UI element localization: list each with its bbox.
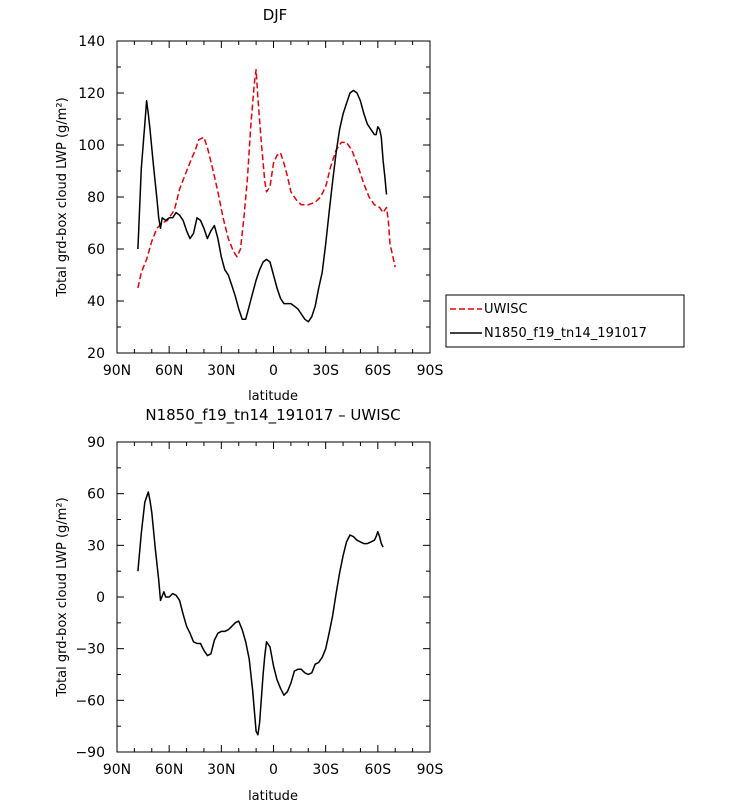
- x-tick-label: 60S: [364, 363, 391, 379]
- bottom-y-axis-title: Total grd-box cloud LWP (g/m²): [55, 497, 70, 697]
- y-tick-label: 30: [87, 538, 105, 554]
- bottom-chart-title: N1850_f19_tn14_191017 – UWISC: [145, 406, 400, 425]
- legend: UWISC N1850_f19_tn14_191017: [445, 294, 685, 348]
- y-tick-label: 120: [78, 86, 105, 102]
- y-tick-label: 20: [87, 346, 105, 362]
- x-tick-label: 60N: [155, 363, 183, 379]
- y-tick-label: 90: [87, 435, 105, 451]
- legend-box: [445, 294, 685, 348]
- x-tick-label: 90S: [417, 363, 444, 379]
- y-tick-label: −60: [75, 693, 105, 709]
- top-x-axis-title: latitude: [248, 389, 298, 404]
- top-panel-dJF: DJF 90N 60N 30N 0 30S 60S 90S 20 40 60 80 100 120 140…: [55, 6, 685, 404]
- x-tick-label: 0: [269, 363, 278, 379]
- y-tick-label: 0: [96, 590, 105, 606]
- x-tick-label: 90S: [417, 762, 444, 778]
- top-y-axis-title: Total grd-box cloud LWP (g/m²): [55, 97, 70, 297]
- y-tick-label: −30: [75, 642, 105, 658]
- legend-label-uwisc: UWISC: [484, 302, 528, 317]
- top-ticks: 90N 60N 30N 0 30S 60S 90S 20 40 60 80 100 120 140: [78, 34, 443, 379]
- y-tick-label: 40: [87, 294, 105, 310]
- x-tick-label: 30N: [207, 762, 235, 778]
- x-tick-label: 60S: [364, 762, 391, 778]
- bottom-plot-frame: [116, 441, 431, 753]
- x-tick-label: 30S: [312, 363, 339, 379]
- x-tick-label: 30N: [207, 363, 235, 379]
- x-tick-label: 90N: [103, 363, 131, 379]
- series-line-1-0: [137, 491, 384, 736]
- bottom-series-lines: [137, 491, 384, 736]
- legend-label-model: N1850_f19_tn14_191017: [484, 326, 647, 341]
- top-series-lines: [137, 68, 396, 323]
- top-chart-title: DJF: [263, 6, 288, 24]
- x-tick-label: 90N: [103, 762, 131, 778]
- x-tick-label: 0: [269, 762, 278, 778]
- series-line-uwisc: [137, 68, 396, 289]
- bottom-x-axis-title: latitude: [248, 789, 298, 804]
- y-tick-label: 140: [78, 34, 105, 50]
- y-tick-label: 60: [87, 242, 105, 258]
- top-plot-frame: [116, 40, 431, 354]
- bottom-ticks: 90N 60N 30N 0 30S 60S 90S −90 −60 −30 0 30 60 90: [75, 435, 443, 778]
- series-line-n1850-f19-tn14-191017: [137, 89, 388, 323]
- y-tick-label: 80: [87, 190, 105, 206]
- y-tick-label: 100: [78, 138, 105, 154]
- y-tick-label: −90: [75, 745, 105, 761]
- y-tick-label: 60: [87, 487, 105, 503]
- x-tick-label: 60N: [155, 762, 183, 778]
- bottom-panel-difference: N1850_f19_tn14_191017 – UWISC 90N 60N 30N 0…: [55, 406, 443, 804]
- x-tick-label: 30S: [312, 762, 339, 778]
